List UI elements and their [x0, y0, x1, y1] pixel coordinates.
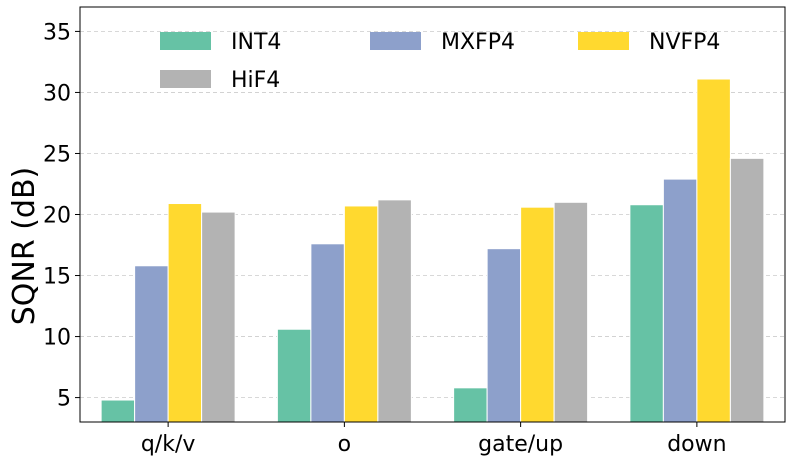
- bar-int4-q-k-v: [100, 399, 136, 423]
- legend-swatch-nvfp4: [578, 32, 629, 50]
- legend-swatch-hif4: [160, 70, 211, 88]
- legend-label-nvfp4: NVFP4: [649, 30, 720, 55]
- x-tick-label: gate/up: [478, 432, 563, 457]
- legend-swatch-mxfp4: [370, 32, 421, 50]
- y-tick-label: 20: [43, 204, 71, 229]
- bars: [100, 78, 765, 423]
- x-tick-label: q/k/v: [141, 432, 196, 457]
- bar-hif4-q-k-v: [201, 211, 236, 423]
- legend-swatch-int4: [160, 32, 211, 50]
- bar-nvfp4-down: [696, 78, 731, 423]
- bar-int4-o: [276, 328, 312, 423]
- x-tick-label: o: [338, 432, 351, 457]
- bar-int4-down: [629, 204, 664, 423]
- legend-label-int4: INT4: [231, 30, 281, 55]
- y-tick-label: 5: [57, 387, 71, 412]
- bar-hif4-down: [729, 157, 765, 423]
- y-axis-title: SQNR (dB): [7, 167, 42, 326]
- y-tick-label: 30: [43, 81, 71, 106]
- bar-hif4-o: [377, 199, 412, 423]
- legend-label-hif4: HiF4: [231, 68, 280, 93]
- bar-hif4-gate-up: [553, 201, 589, 423]
- bar-mxfp4-gate-up: [486, 248, 522, 423]
- bar-mxfp4-down: [662, 178, 698, 423]
- bar-int4-gate-up: [453, 387, 488, 423]
- x-tick-label: down: [667, 432, 726, 457]
- legend: INT4 MXFP4 NVFP4 HiF4: [160, 30, 720, 93]
- y-tick-label: 25: [43, 142, 71, 167]
- legend-label-mxfp4: MXFP4: [441, 30, 515, 55]
- grid-lines: [80, 31, 785, 398]
- bar-nvfp4-q-k-v: [167, 203, 203, 423]
- y-tick-label: 35: [43, 20, 71, 45]
- plot-frame: [79, 6, 786, 423]
- y-tick-label: 10: [43, 326, 71, 351]
- bar-mxfp4-q-k-v: [134, 265, 169, 423]
- y-tick-label: 15: [43, 265, 71, 290]
- axes: 5 10 15 20 25 30 35 q/k/v o gate/up down: [43, 6, 786, 457]
- bar-nvfp4-gate-up: [520, 206, 555, 423]
- bar-mxfp4-o: [310, 243, 345, 423]
- bar-nvfp4-o: [343, 205, 379, 423]
